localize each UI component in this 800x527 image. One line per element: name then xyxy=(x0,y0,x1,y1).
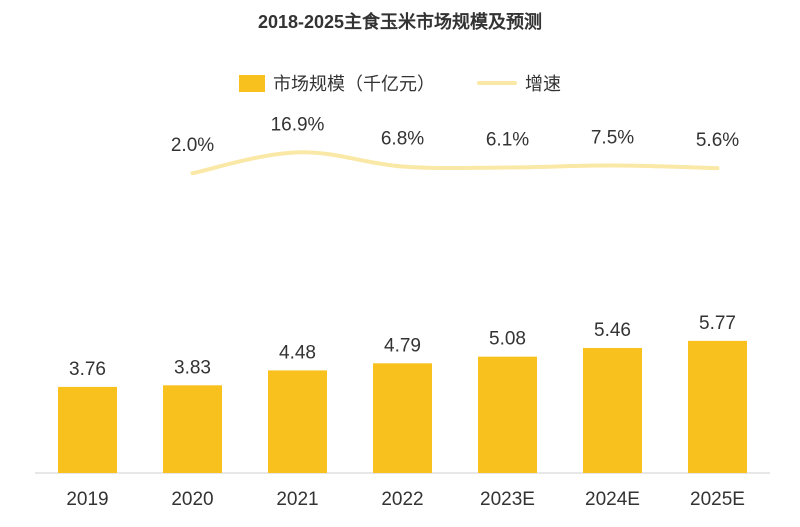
bar-value-label-2025E: 5.77 xyxy=(699,313,736,334)
bar-2020 xyxy=(163,385,222,473)
x-tick-label-2024E: 2024E xyxy=(585,489,640,510)
x-tick-label-2023E: 2023E xyxy=(480,489,535,510)
chart-title: 2018-2025主食玉米市场规模及预测 xyxy=(257,12,543,32)
bar-2022 xyxy=(373,363,432,473)
bar-2025E xyxy=(688,340,747,473)
growth-label-2022: 6.8% xyxy=(381,128,424,149)
bar-value-label-2024E: 5.46 xyxy=(594,320,631,341)
legend-label-growth: 增速 xyxy=(525,74,561,94)
x-tick-label-2021: 2021 xyxy=(276,489,318,510)
x-tick-label-2020: 2020 xyxy=(171,489,213,510)
x-tick-label-2022: 2022 xyxy=(381,489,423,510)
bar-2019 xyxy=(58,386,117,473)
bar-value-label-2023E: 5.08 xyxy=(489,329,526,350)
x-tick-label-2019: 2019 xyxy=(66,489,108,510)
growth-label-2021: 16.9% xyxy=(271,114,325,135)
bar-value-label-2019: 3.76 xyxy=(69,359,106,380)
bar-value-label-2021: 4.48 xyxy=(279,342,316,363)
growth-label-2025E: 5.6% xyxy=(696,130,739,151)
bar-2024E xyxy=(583,347,642,473)
growth-label-2023E: 6.1% xyxy=(486,129,529,150)
bar-2023E xyxy=(478,356,537,473)
legend-item-growth: 增速 xyxy=(477,70,561,96)
bar-value-label-2020: 3.83 xyxy=(174,357,211,378)
legend-swatch-bar xyxy=(239,74,265,92)
bar-value-label-2022: 4.79 xyxy=(384,335,421,356)
growth-label-2024E: 7.5% xyxy=(591,128,634,149)
bar-2021 xyxy=(268,370,327,473)
chart-legend: 市场规模（千亿元） 增速 xyxy=(0,70,800,96)
legend-swatch-line xyxy=(477,81,517,85)
legend-item-market-size: 市场规模（千亿元） xyxy=(239,70,435,96)
x-tick-label-2025E: 2025E xyxy=(690,489,745,510)
legend-label-market-size: 市场规模（千亿元） xyxy=(273,74,435,94)
growth-label-2020: 2.0% xyxy=(171,135,214,156)
growth-line xyxy=(190,150,720,176)
